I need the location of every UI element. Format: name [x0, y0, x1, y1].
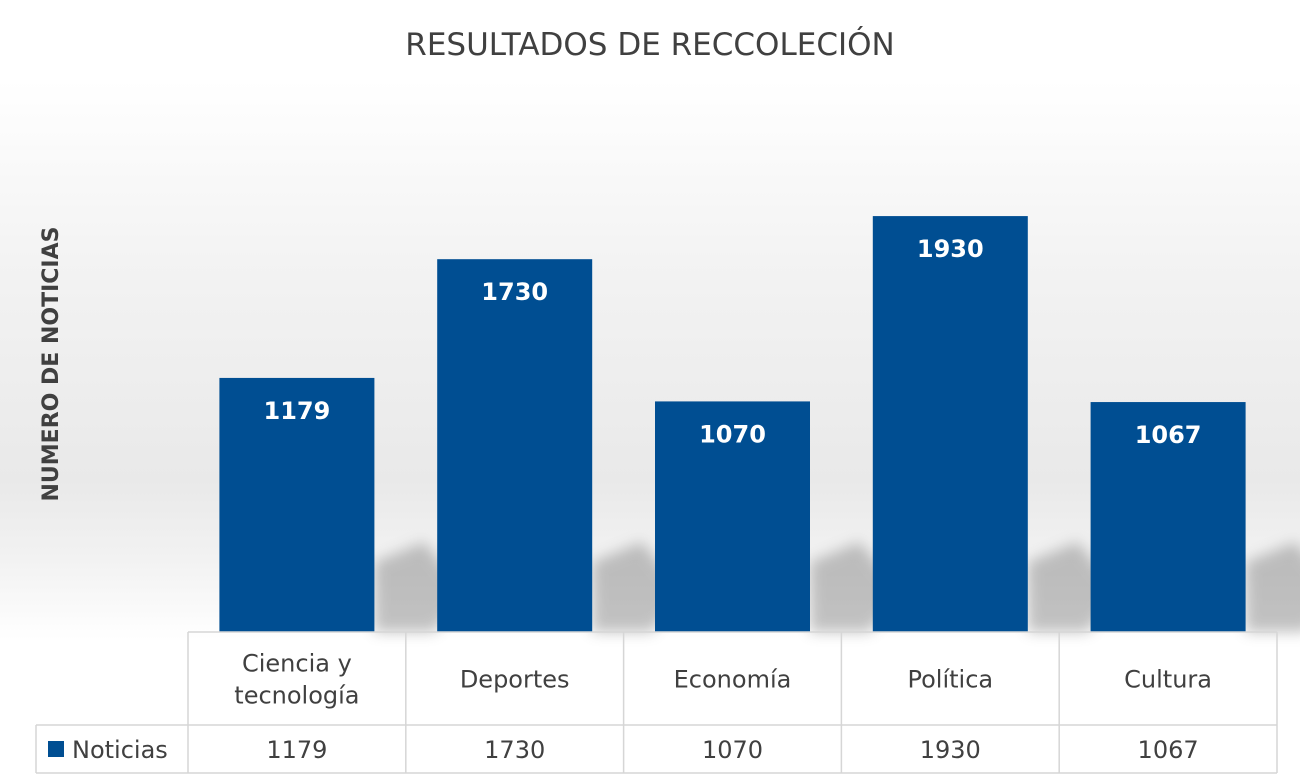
table-value: 1179 [266, 736, 327, 764]
bar [1090, 402, 1246, 632]
bar [872, 216, 1028, 632]
legend-swatch [48, 741, 64, 757]
chart-title: RESULTADOS DE RECCOLECIÓN [405, 26, 894, 63]
category-label: Política [907, 666, 993, 694]
y-axis-label: NUMERO DE NOTICIAS [39, 227, 64, 502]
table-value: 1730 [484, 736, 545, 764]
data-label: 1070 [699, 420, 766, 448]
table-value: 1070 [702, 736, 763, 764]
bar [219, 377, 375, 632]
category-label: Ciencia y [242, 650, 352, 678]
category-label: Cultura [1124, 666, 1212, 694]
data-table: Ciencia y tecnología Deportes Economía Polít… [35, 631, 1278, 774]
bars [219, 216, 1246, 632]
legend-label: Noticias [72, 736, 168, 764]
data-label: 1730 [481, 278, 548, 306]
data-label: 1930 [917, 235, 984, 263]
category-label: Deportes [460, 666, 570, 694]
category-label: tecnología [234, 682, 359, 710]
bar [655, 401, 810, 632]
bar [437, 259, 593, 632]
table-value: 1067 [1138, 736, 1199, 764]
data-label: 1179 [264, 397, 331, 425]
bar-shadow [1245, 542, 1300, 632]
category-label: Economía [674, 666, 792, 694]
table-value: 1930 [920, 736, 981, 764]
data-labels: 1179 1730 1070 1930 1067 [264, 235, 1202, 449]
data-label: 1067 [1135, 421, 1202, 449]
